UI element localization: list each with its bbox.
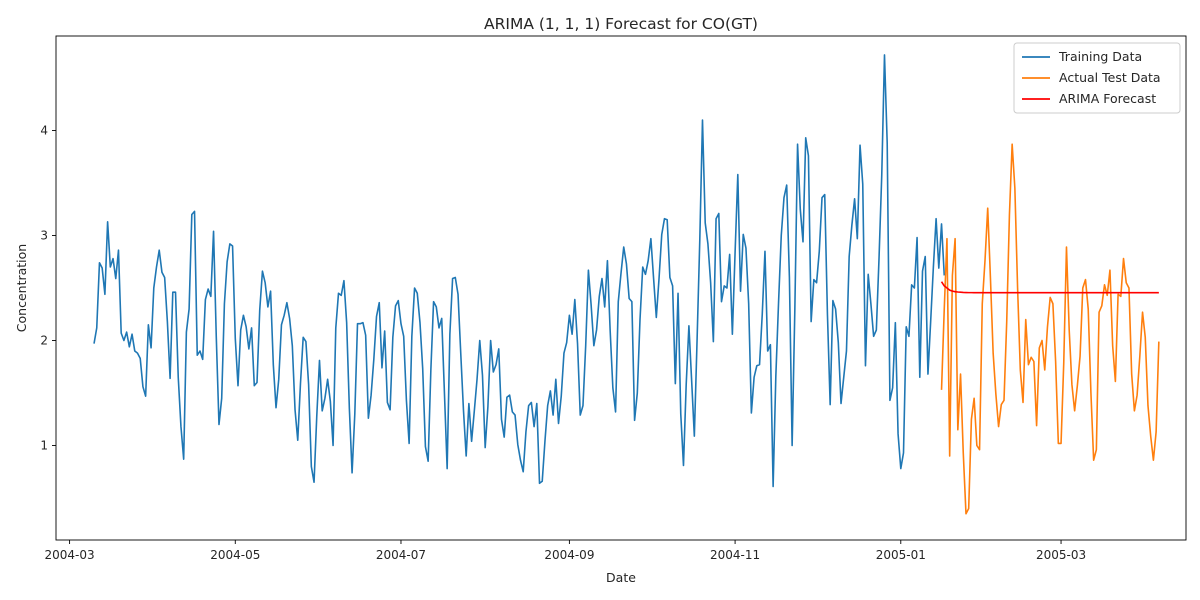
x-tick-label: 2004-09 <box>544 548 594 562</box>
y-axis-ticks: 1 2 3 4 <box>40 124 56 453</box>
y-tick-label: 2 <box>40 334 48 348</box>
y-tick-label: 1 <box>40 439 48 453</box>
x-tick-label: 2005-03 <box>1036 548 1086 562</box>
x-axis-ticks: 2004-03 2004-05 2004-07 2004-09 2004-11 2005-… <box>45 540 1086 562</box>
series-layer <box>93 54 1160 515</box>
legend-label-test: Actual Test Data <box>1059 70 1161 85</box>
y-axis-label: Concentration <box>14 244 29 332</box>
legend-label-forecast: ARIMA Forecast <box>1059 91 1156 106</box>
x-axis-label: Date <box>606 570 636 585</box>
y-tick-label: 4 <box>40 124 48 138</box>
x-tick-label: 2004-05 <box>210 548 260 562</box>
x-tick-label: 2004-07 <box>376 548 426 562</box>
series-line-test <box>940 143 1160 515</box>
y-tick-label: 3 <box>40 229 48 243</box>
legend-box <box>1013 42 1181 114</box>
plot-frame <box>55 35 1187 541</box>
series-line-training <box>93 54 946 488</box>
series-line-forecast <box>940 281 1159 294</box>
chart-title: ARIMA (1, 1, 1) Forecast for CO(GT) <box>484 15 758 33</box>
legend-label-training: Training Data <box>1058 49 1142 64</box>
x-tick-label: 2005-01 <box>876 548 926 562</box>
x-tick-label: 2004-03 <box>45 548 95 562</box>
legend: Training Data Actual Test Data ARIMA For… <box>1013 42 1181 114</box>
plot-area <box>56 36 1186 540</box>
x-tick-label: 2004-11 <box>710 548 760 562</box>
